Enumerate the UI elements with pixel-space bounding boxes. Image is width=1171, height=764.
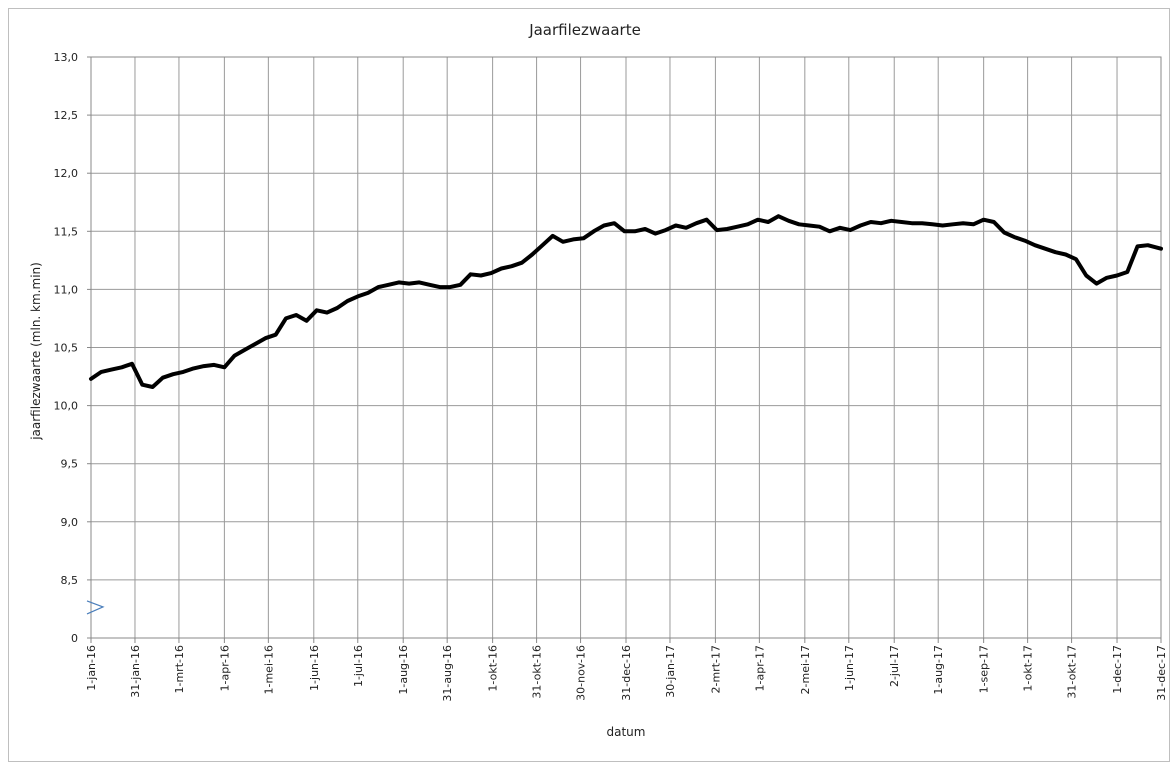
y-tick-label: 13,0 [54,51,79,64]
y-tick-label: 9,0 [61,516,79,529]
x-tick-label: 1-jun-16 [308,645,321,691]
x-tick-label: 1-jul-16 [352,645,365,687]
x-tick-label: 31-dec-16 [620,645,633,701]
y-tick-label: 11,0 [54,283,79,296]
chart-title: Jaarfilezwaarte [528,21,641,39]
x-tick-label: 31-aug-16 [441,645,454,702]
x-tick-label: 2-jul-17 [888,645,901,687]
y-tick-label: 12,5 [54,109,79,122]
x-tick-label: 2-mei-17 [799,645,812,694]
y-tick-label: 0 [71,632,78,645]
x-tick-label: 2-mrt-17 [709,645,722,694]
x-tick-label: 31-dec-17 [1155,645,1168,701]
x-tick-label: 1-okt-16 [487,645,500,692]
chart-frame [8,8,1170,762]
x-tick-label: 1-jun-17 [843,645,856,691]
x-tick-label: 1-aug-16 [397,645,410,695]
y-axis-title: jaarfilezwaarte (mln. km.min) [29,262,43,441]
x-tick-label: 1-sep-17 [978,645,991,693]
x-tick-label: 1-mei-16 [262,645,275,694]
axis-break-icon [86,600,105,615]
x-tick-label: 1-jan-16 [85,645,98,691]
x-axis-title: datum [607,725,646,739]
x-tick-label: 31-jan-16 [129,645,142,698]
y-tick-label: 9,5 [61,458,79,471]
x-tick-label: 31-okt-17 [1066,645,1079,699]
x-tick-label: 1-okt-17 [1022,645,1035,692]
x-tick-label: 1-apr-17 [753,645,766,691]
y-axis: 0 8,5 9,0 9,5 10,0 10,5 11,0 11,5 12,0 12,5 13,0 [54,51,91,645]
x-axis: 1-jan-16 31-jan-16 1-mrt-16 1-apr-16 1-mei-1… [85,638,1168,702]
y-tick-label: 10,0 [54,400,79,413]
x-tick-label: 1-mrt-16 [173,645,186,694]
series-line [89,214,1163,389]
y-tick-label: 8,5 [61,574,79,587]
y-tick-label: 12,0 [54,167,79,180]
x-tick-label: 31-okt-16 [531,645,544,699]
y-tick-label: 11,5 [54,225,79,238]
x-tick-label: 1-aug-17 [932,645,945,695]
x-tick-label: 30-jan-17 [664,645,677,698]
x-tick-label: 1-apr-16 [218,645,231,691]
x-tick-label: 1-dec-17 [1111,645,1124,694]
x-tick-label: 30-nov-16 [575,645,588,701]
y-tick-label: 10,5 [54,342,79,355]
